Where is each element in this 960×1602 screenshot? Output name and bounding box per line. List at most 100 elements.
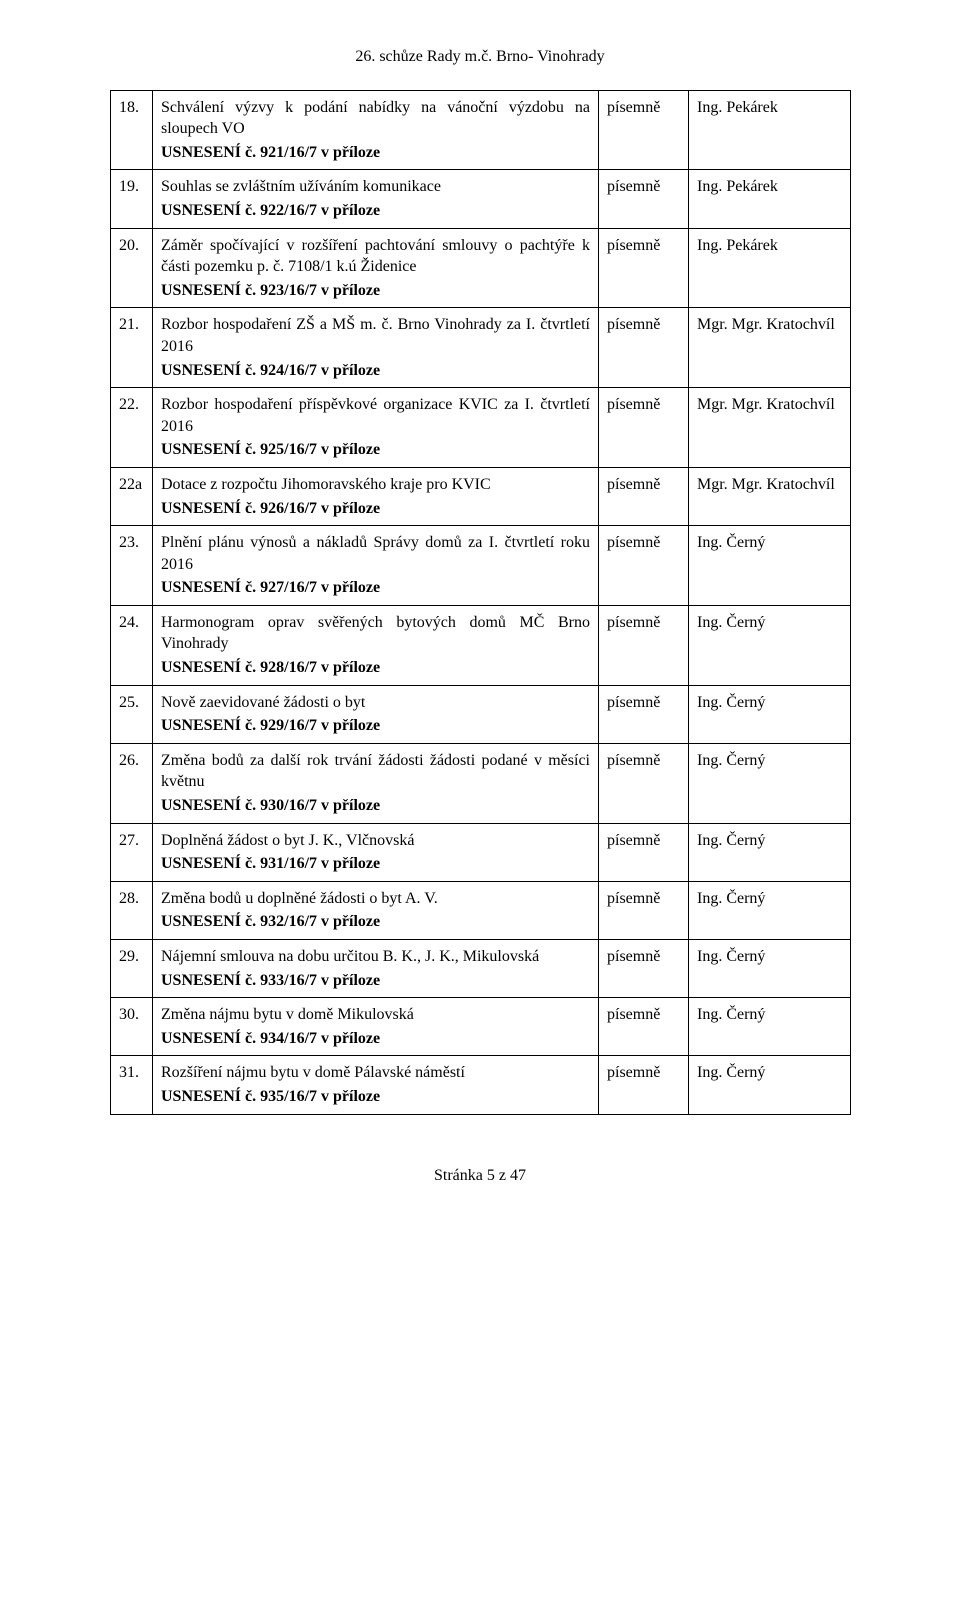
- table-row: 20.Záměr spočívající v rozšíření pachtov…: [111, 228, 851, 308]
- row-number: 31.: [111, 1056, 153, 1114]
- row-resolution: USNESENÍ č. 927/16/7 v příloze: [161, 577, 590, 599]
- table-row: 31. Rozšíření nájmu bytu v domě Pálavské …: [111, 1056, 851, 1114]
- row-form: písemně: [599, 823, 689, 881]
- table-row: 29. Nájemní smlouva na dobu určitou B. K.…: [111, 940, 851, 998]
- table-row: 28.Změna bodů u doplněné žádosti o byt A…: [111, 881, 851, 939]
- row-person: Ing. Černý: [689, 743, 851, 823]
- row-number: 28.: [111, 881, 153, 939]
- row-number: 21.: [111, 308, 153, 388]
- agenda-table: 18.Schválení výzvy k podání nabídky na v…: [110, 90, 851, 1115]
- row-number: 18.: [111, 90, 153, 170]
- row-person: Ing. Černý: [689, 526, 851, 606]
- row-number: 24.: [111, 605, 153, 685]
- row-description-cell: Změna bodů za další rok trvání žádosti ž…: [153, 743, 599, 823]
- row-resolution: USNESENÍ č. 921/16/7 v příloze: [161, 142, 590, 164]
- table-row: 27.Doplněná žádost o byt J. K., Vlčnovsk…: [111, 823, 851, 881]
- row-form: písemně: [599, 940, 689, 998]
- page-header: 26. schůze Rady m.č. Brno- Vinohrady: [110, 46, 850, 68]
- row-resolution: USNESENÍ č. 923/16/7 v příloze: [161, 280, 590, 302]
- table-row: 30. Změna nájmu bytu v domě MikulovskáUSN…: [111, 998, 851, 1056]
- row-description-cell: Plnění plánu výnosů a nákladů Správy dom…: [153, 526, 599, 606]
- row-description: Rozšíření nájmu bytu v domě Pálavské nám…: [161, 1062, 590, 1084]
- row-resolution: USNESENÍ č. 931/16/7 v příloze: [161, 853, 590, 875]
- row-resolution: USNESENÍ č. 925/16/7 v příloze: [161, 439, 590, 461]
- table-row: 21.Rozbor hospodaření ZŠ a MŠ m. č. Brno…: [111, 308, 851, 388]
- row-person: Mgr. Mgr. Kratochvíl: [689, 308, 851, 388]
- row-number: 25.: [111, 685, 153, 743]
- row-description-cell: Nově zaevidované žádosti o bytUSNESENÍ č…: [153, 685, 599, 743]
- page-container: 26. schůze Rady m.č. Brno- Vinohrady 18.…: [0, 0, 960, 1216]
- row-description-cell: Rozšíření nájmu bytu v domě Pálavské nám…: [153, 1056, 599, 1114]
- row-person: Ing. Černý: [689, 605, 851, 685]
- row-description: Schválení výzvy k podání nabídky na váno…: [161, 97, 590, 140]
- row-description-cell: Rozbor hospodaření ZŠ a MŠ m. č. Brno Vi…: [153, 308, 599, 388]
- row-resolution: USNESENÍ č. 935/16/7 v příloze: [161, 1086, 590, 1108]
- row-resolution: USNESENÍ č. 929/16/7 v příloze: [161, 715, 590, 737]
- row-description-cell: Souhlas se zvláštním užíváním komunikace…: [153, 170, 599, 228]
- row-description-cell: Doplněná žádost o byt J. K., VlčnovskáUS…: [153, 823, 599, 881]
- row-description-cell: Harmonogram oprav svěřených bytových dom…: [153, 605, 599, 685]
- row-form: písemně: [599, 526, 689, 606]
- row-form: písemně: [599, 881, 689, 939]
- row-number: 29.: [111, 940, 153, 998]
- row-description: Doplněná žádost o byt J. K., Vlčnovská: [161, 830, 590, 852]
- row-description-cell: Záměr spočívající v rozšíření pachtování…: [153, 228, 599, 308]
- row-person: Ing. Černý: [689, 881, 851, 939]
- table-row: 26.Změna bodů za další rok trvání žádost…: [111, 743, 851, 823]
- row-description: Nájemní smlouva na dobu určitou B. K., J…: [161, 946, 590, 968]
- row-form: písemně: [599, 388, 689, 468]
- row-description: Změna nájmu bytu v domě Mikulovská: [161, 1004, 590, 1026]
- row-description-cell: Rozbor hospodaření příspěvkové organizac…: [153, 388, 599, 468]
- row-form: písemně: [599, 228, 689, 308]
- row-description: Nově zaevidované žádosti o byt: [161, 692, 590, 714]
- row-resolution: USNESENÍ č. 934/16/7 v příloze: [161, 1028, 590, 1050]
- row-person: Ing. Pekárek: [689, 90, 851, 170]
- row-person: Ing. Pekárek: [689, 170, 851, 228]
- row-resolution: USNESENÍ č. 922/16/7 v příloze: [161, 200, 590, 222]
- row-form: písemně: [599, 998, 689, 1056]
- row-description: Harmonogram oprav svěřených bytových dom…: [161, 612, 590, 655]
- table-row: 18.Schválení výzvy k podání nabídky na v…: [111, 90, 851, 170]
- row-resolution: USNESENÍ č. 933/16/7 v příloze: [161, 970, 590, 992]
- row-number: 30.: [111, 998, 153, 1056]
- row-form: písemně: [599, 605, 689, 685]
- row-person: Ing. Černý: [689, 1056, 851, 1114]
- row-form: písemně: [599, 90, 689, 170]
- table-row: 22.Rozbor hospodaření příspěvkové organi…: [111, 388, 851, 468]
- row-form: písemně: [599, 685, 689, 743]
- row-description: Souhlas se zvláštním užíváním komunikace: [161, 176, 590, 198]
- row-description: Rozbor hospodaření příspěvkové organizac…: [161, 394, 590, 437]
- row-number: 22a: [111, 467, 153, 525]
- row-description: Změna bodů za další rok trvání žádosti ž…: [161, 750, 590, 793]
- row-form: písemně: [599, 1056, 689, 1114]
- row-form: písemně: [599, 170, 689, 228]
- row-number: 27.: [111, 823, 153, 881]
- row-description: Plnění plánu výnosů a nákladů Správy dom…: [161, 532, 590, 575]
- row-number: 22.: [111, 388, 153, 468]
- row-form: písemně: [599, 743, 689, 823]
- row-description: Záměr spočívající v rozšíření pachtování…: [161, 235, 590, 278]
- row-person: Ing. Černý: [689, 685, 851, 743]
- table-row: 22a Dotace z rozpočtu Jihomoravského kraj…: [111, 467, 851, 525]
- row-person: Ing. Pekárek: [689, 228, 851, 308]
- row-description-cell: Nájemní smlouva na dobu určitou B. K., J…: [153, 940, 599, 998]
- row-form: písemně: [599, 308, 689, 388]
- row-resolution: USNESENÍ č. 930/16/7 v příloze: [161, 795, 590, 817]
- row-resolution: USNESENÍ č. 926/16/7 v příloze: [161, 498, 590, 520]
- row-person: Ing. Černý: [689, 998, 851, 1056]
- row-number: 26.: [111, 743, 153, 823]
- row-description-cell: Změna bodů u doplněné žádosti o byt A. V…: [153, 881, 599, 939]
- row-person: Ing. Černý: [689, 823, 851, 881]
- row-number: 20.: [111, 228, 153, 308]
- row-person: Mgr. Mgr. Kratochvíl: [689, 467, 851, 525]
- row-resolution: USNESENÍ č. 928/16/7 v příloze: [161, 657, 590, 679]
- row-person: Ing. Černý: [689, 940, 851, 998]
- row-person: Mgr. Mgr. Kratochvíl: [689, 388, 851, 468]
- row-resolution: USNESENÍ č. 932/16/7 v příloze: [161, 911, 590, 933]
- row-resolution: USNESENÍ č. 924/16/7 v příloze: [161, 360, 590, 382]
- table-row: 24.Harmonogram oprav svěřených bytových …: [111, 605, 851, 685]
- table-row: 23.Plnění plánu výnosů a nákladů Správy …: [111, 526, 851, 606]
- row-number: 23.: [111, 526, 153, 606]
- row-description: Dotace z rozpočtu Jihomoravského kraje p…: [161, 474, 590, 496]
- table-row: 25.Nově zaevidované žádosti o bytUSNESEN…: [111, 685, 851, 743]
